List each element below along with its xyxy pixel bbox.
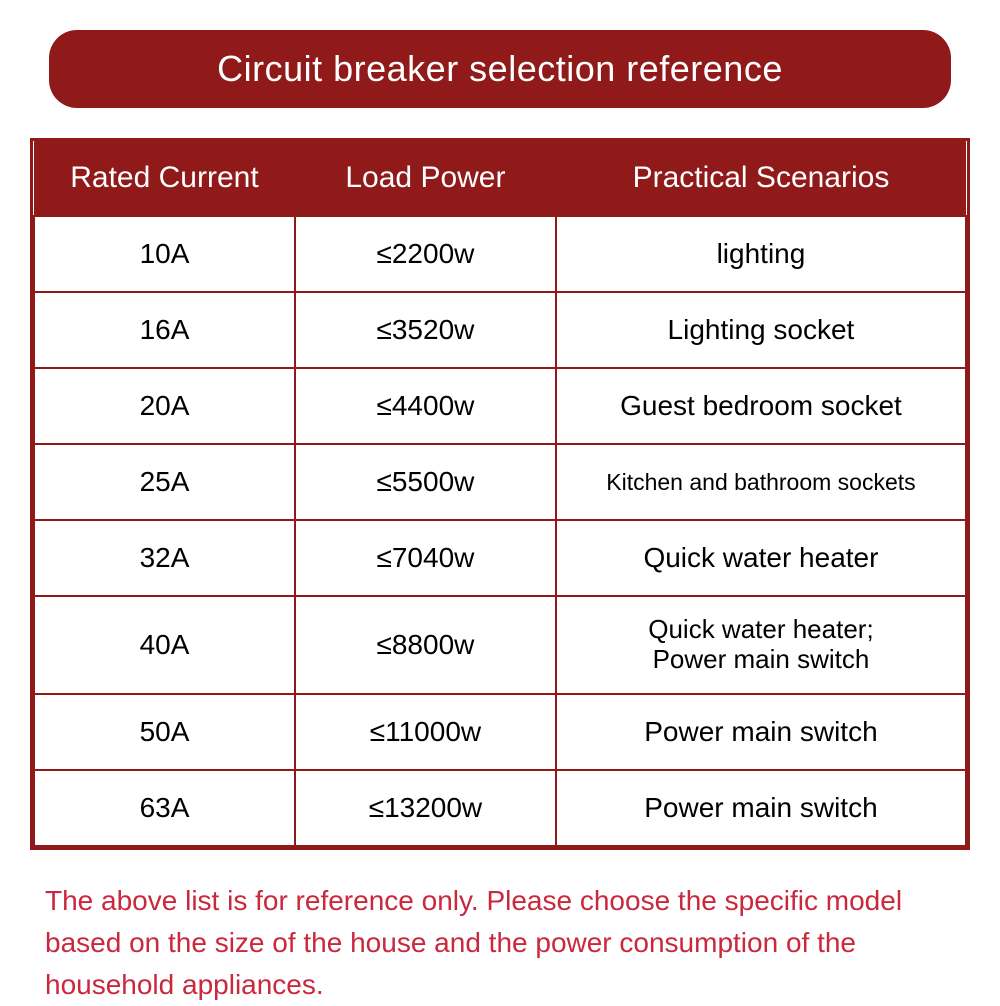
cell-scenario: Quick water heater;Power main switch bbox=[556, 596, 966, 694]
cell-scenario: Kitchen and bathroom sockets bbox=[556, 444, 966, 520]
table-row: 63A≤13200wPower main switch bbox=[34, 770, 966, 846]
cell-scenario: Guest bedroom socket bbox=[556, 368, 966, 444]
cell-scenario: Lighting socket bbox=[556, 292, 966, 368]
cell-scenario: Power main switch bbox=[556, 770, 966, 846]
cell-load-power: ≤5500w bbox=[295, 444, 556, 520]
cell-rated-current: 32A bbox=[34, 520, 295, 596]
reference-table-container: Rated Current Load Power Practical Scena… bbox=[30, 138, 970, 850]
table-row: 16A≤3520wLighting socket bbox=[34, 292, 966, 368]
cell-load-power: ≤8800w bbox=[295, 596, 556, 694]
cell-rated-current: 50A bbox=[34, 694, 295, 770]
cell-load-power: ≤13200w bbox=[295, 770, 556, 846]
footer-note: The above list is for reference only. Pl… bbox=[30, 850, 970, 1006]
table-row: 40A≤8800wQuick water heater;Power main s… bbox=[34, 596, 966, 694]
table-row: 20A≤4400wGuest bedroom socket bbox=[34, 368, 966, 444]
cell-load-power: ≤11000w bbox=[295, 694, 556, 770]
cell-rated-current: 16A bbox=[34, 292, 295, 368]
cell-load-power: ≤4400w bbox=[295, 368, 556, 444]
table-row: 10A≤2200wlighting bbox=[34, 216, 966, 292]
table-body: 10A≤2200wlighting16A≤3520wLighting socke… bbox=[34, 216, 966, 846]
cell-load-power: ≤2200w bbox=[295, 216, 556, 292]
cell-load-power: ≤7040w bbox=[295, 520, 556, 596]
table-header-row: Rated Current Load Power Practical Scena… bbox=[34, 141, 966, 216]
cell-load-power: ≤3520w bbox=[295, 292, 556, 368]
header-practical-scenarios: Practical Scenarios bbox=[556, 141, 966, 216]
cell-rated-current: 25A bbox=[34, 444, 295, 520]
cell-rated-current: 63A bbox=[34, 770, 295, 846]
header-rated-current: Rated Current bbox=[34, 141, 295, 216]
header-load-power: Load Power bbox=[295, 141, 556, 216]
cell-rated-current: 40A bbox=[34, 596, 295, 694]
cell-rated-current: 10A bbox=[34, 216, 295, 292]
reference-table: Rated Current Load Power Practical Scena… bbox=[33, 141, 967, 847]
cell-rated-current: 20A bbox=[34, 368, 295, 444]
cell-scenario: Quick water heater bbox=[556, 520, 966, 596]
table-row: 25A≤5500wKitchen and bathroom sockets bbox=[34, 444, 966, 520]
table-row: 32A≤7040wQuick water heater bbox=[34, 520, 966, 596]
cell-scenario: lighting bbox=[556, 216, 966, 292]
cell-scenario: Power main switch bbox=[556, 694, 966, 770]
page-title: Circuit breaker selection reference bbox=[49, 30, 951, 108]
table-row: 50A≤11000wPower main switch bbox=[34, 694, 966, 770]
